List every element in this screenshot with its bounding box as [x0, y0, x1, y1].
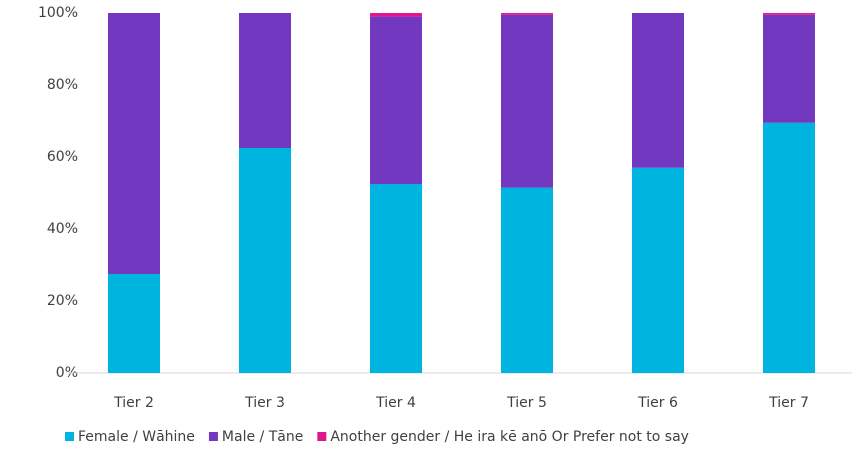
bar-segment	[632, 13, 684, 168]
x-tick-label: Tier 2	[113, 395, 154, 411]
y-tick-label: 20%	[47, 293, 78, 309]
x-tick-label: Tier 6	[637, 395, 678, 411]
bar-segment	[632, 167, 684, 373]
y-tick-label: 80%	[47, 77, 78, 93]
legend-label: Female / Wāhine	[78, 429, 195, 445]
bar-segment	[763, 14, 815, 123]
legend-swatch	[65, 432, 74, 441]
bar-segment	[763, 13, 815, 15]
y-tick-label: 100%	[38, 5, 78, 21]
y-tick-label: 0%	[56, 365, 78, 381]
x-tick-label: Tier 7	[768, 395, 809, 411]
x-tick-label: Tier 4	[375, 395, 416, 411]
legend-swatch	[317, 432, 327, 441]
y-tick-label: 40%	[47, 221, 78, 237]
bar-segment	[501, 187, 553, 373]
legend-label: Male / Tāne	[222, 429, 303, 445]
x-tick-label: Tier 3	[244, 395, 285, 411]
bar-segment	[239, 13, 291, 148]
bar-segment	[370, 13, 422, 17]
bar-segment	[763, 122, 815, 373]
bar-segment	[370, 16, 422, 184]
bar-segment	[501, 13, 553, 15]
bar-segment	[108, 274, 160, 373]
legend-label: Another gender / He ira kē anō Or Prefer…	[330, 429, 689, 445]
bar-segment	[370, 184, 422, 373]
y-tick-label: 60%	[47, 149, 78, 165]
bar-segment	[501, 14, 553, 188]
x-tick-label: Tier 5	[506, 395, 547, 411]
bar-segment	[239, 148, 291, 373]
legend-swatch	[208, 432, 218, 441]
bar-segment	[108, 13, 160, 274]
